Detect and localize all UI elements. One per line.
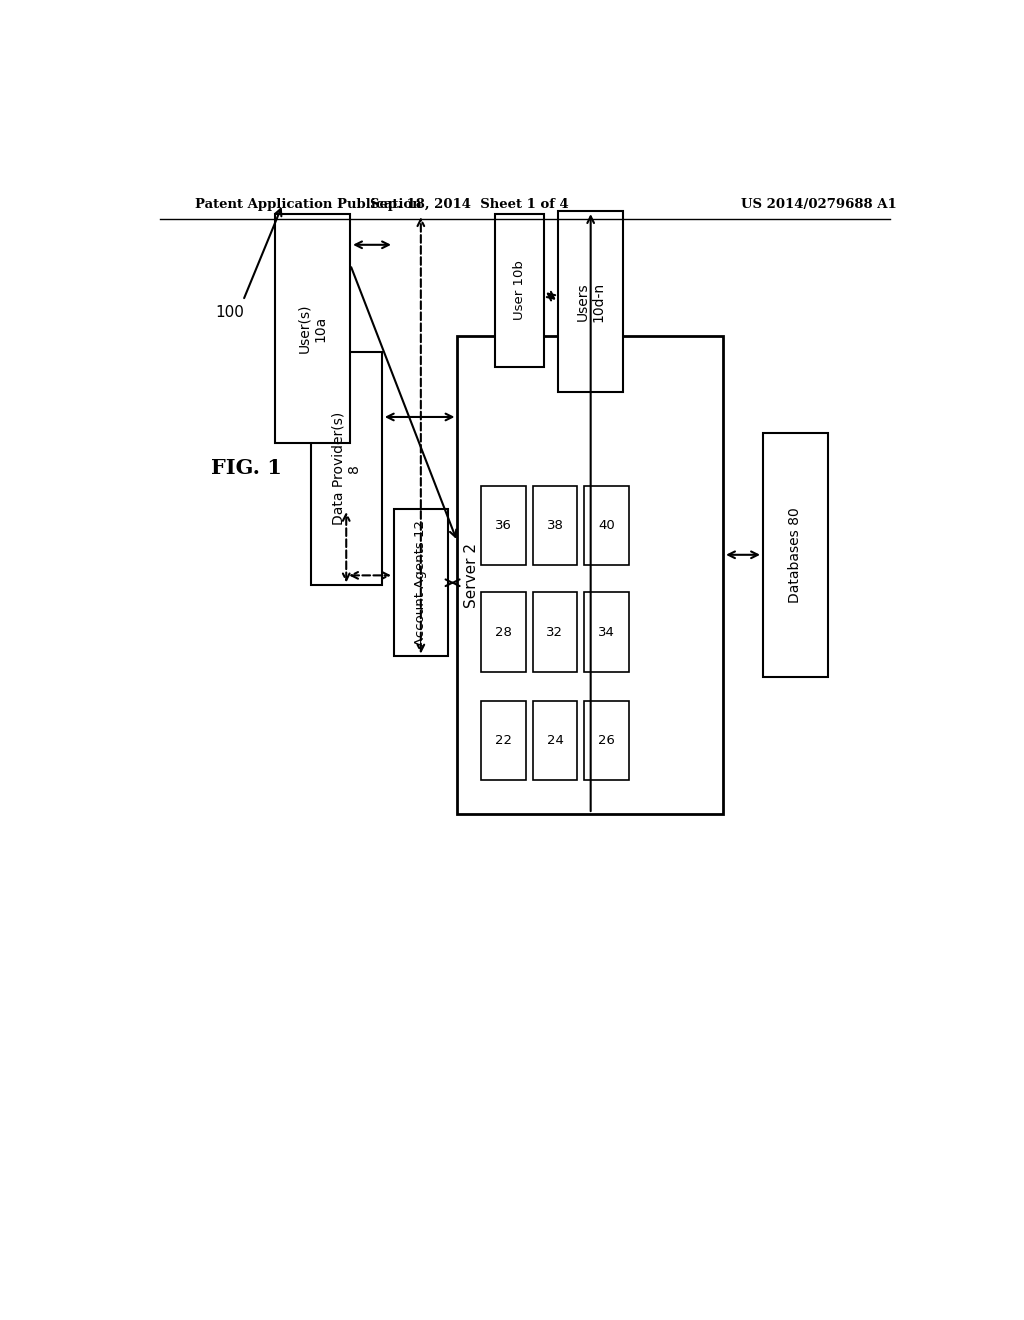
Bar: [585, 486, 629, 565]
Text: 22: 22: [495, 734, 512, 747]
Bar: [310, 351, 382, 585]
Bar: [558, 211, 624, 392]
Text: 34: 34: [598, 626, 615, 639]
Bar: [532, 593, 578, 672]
Bar: [532, 701, 578, 780]
Bar: [481, 486, 525, 565]
Bar: [481, 593, 525, 672]
Bar: [763, 433, 828, 677]
Text: 100: 100: [215, 305, 244, 321]
Bar: [274, 214, 350, 444]
Bar: [585, 701, 629, 780]
Text: Account Agents 12: Account Agents 12: [415, 520, 427, 645]
Text: Patent Application Publication: Patent Application Publication: [196, 198, 422, 211]
Text: Databases 80: Databases 80: [788, 507, 803, 603]
Text: 28: 28: [495, 626, 512, 639]
Text: Data Provider(s)
8: Data Provider(s) 8: [331, 412, 361, 525]
Text: User 10b: User 10b: [513, 260, 525, 321]
Text: 24: 24: [547, 734, 563, 747]
Text: User(s)
10a: User(s) 10a: [297, 304, 328, 354]
Text: 40: 40: [598, 519, 615, 532]
Bar: [495, 214, 544, 367]
Text: 26: 26: [598, 734, 615, 747]
Bar: [481, 701, 525, 780]
Text: Server 2: Server 2: [464, 543, 479, 607]
Text: Sep. 18, 2014  Sheet 1 of 4: Sep. 18, 2014 Sheet 1 of 4: [370, 198, 568, 211]
Text: 38: 38: [547, 519, 563, 532]
Bar: [532, 486, 578, 565]
Text: Users
10d-n: Users 10d-n: [575, 281, 606, 322]
Text: 36: 36: [495, 519, 512, 532]
Text: 32: 32: [547, 626, 563, 639]
Text: US 2014/0279688 A1: US 2014/0279688 A1: [740, 198, 896, 211]
Bar: [585, 593, 629, 672]
Bar: [458, 337, 723, 814]
Bar: [394, 510, 447, 656]
Text: FIG. 1: FIG. 1: [211, 458, 283, 478]
